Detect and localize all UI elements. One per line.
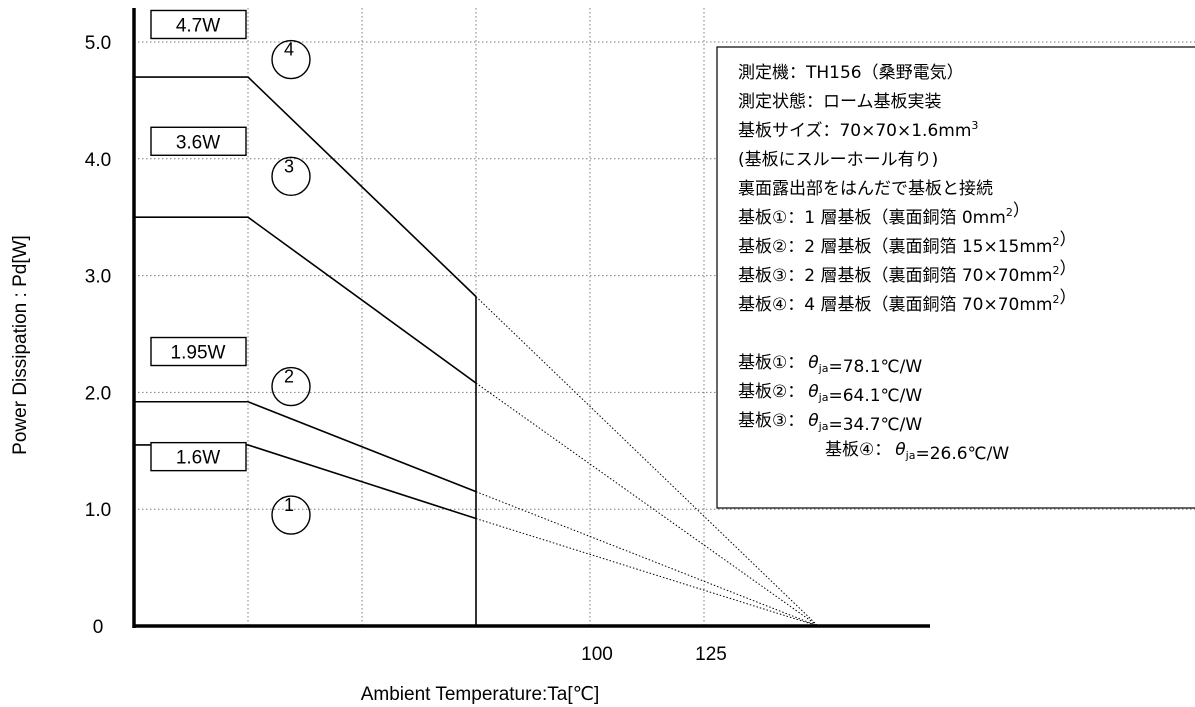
series-s4-name: 4 (284, 40, 294, 60)
note-line-2: 測定状態：ローム基板実装 (738, 92, 942, 112)
tick-labels: 0 1.0 2.0 3.0 4.0 5.0 100 125 (85, 33, 727, 665)
x-axis-label: Ambient Temperature:Ta[℃] (361, 684, 600, 705)
y-tick-1.0: 1.0 (85, 500, 111, 521)
notes-box (716, 46, 1195, 509)
y-tick-5.0: 5.0 (85, 33, 111, 54)
series-s2-rated-label: 1.95W (171, 343, 226, 364)
note-line-14: 基板④： θja=26.6℃/W (825, 440, 1009, 464)
series-s2-rated-box (150, 336, 247, 367)
series-s1-rated-label: 1.6W (176, 448, 220, 469)
y-tick-0: 0 (93, 617, 104, 638)
series-s4-extrapolation (475, 296, 819, 627)
series-s4-rated-box (150, 9, 247, 40)
x-tick-125: 125 (695, 644, 727, 665)
y-tick-4.0: 4.0 (85, 150, 111, 171)
y-tick-2.0: 2.0 (85, 383, 111, 404)
note-line-4: (基板にスルーホール有り) (738, 150, 938, 170)
note-line-7: 基板②：2 層基板（裏面銅箔 15×15mm2） (738, 230, 1077, 257)
series-s4-circle (271, 39, 311, 80)
series-s3-name: 3 (284, 156, 294, 176)
y-tick-3.0: 3.0 (85, 267, 111, 288)
note-line-11: 基板①： θja=78.1℃/W (738, 353, 922, 377)
series-s2-extrapolation (475, 491, 819, 627)
note-line-12: 基板②： θja=64.1℃/W (738, 382, 922, 406)
axes (132, 8, 930, 628)
series-s3-circle (271, 156, 311, 197)
series-s1-rated-box (150, 441, 247, 472)
note-line-13: 基板③： θja=34.7℃/W (738, 411, 922, 435)
series-s3-rated-label: 3.6W (176, 132, 220, 153)
y-axis-label: Power Dissipation : Pd[W] (10, 235, 31, 455)
note-line-3: 基板サイズ：70×70×1.6mm3 (738, 119, 978, 141)
measurement-notes: 測定機：TH156（桑野電気） 測定状態：ローム基板実装基板サイズ：70×70×1… (716, 46, 1195, 509)
series-s1-name: 1 (284, 495, 294, 515)
x-tick-100: 100 (581, 644, 613, 665)
note-line-9: 基板④：4 層基板（裏面銅箔 70×70mm2） (738, 288, 1077, 315)
note-line-8: 基板③：2 層基板（裏面銅箔 70×70mm2） (738, 259, 1077, 286)
series-s1-extrapolation (475, 518, 819, 627)
series-labels: 1.6W 1 1.95W 2 3.6W 3 4.7W 4 (150, 9, 311, 535)
series-s3-rated-box (150, 126, 247, 156)
note-line-1: 測定機：TH156（桑野電気） (738, 63, 964, 83)
note-line-5: 裏面露出部をはんだで基板と接続 (738, 178, 993, 199)
series-s2-circle (271, 366, 311, 407)
series-s4-rated-label: 4.7W (176, 15, 220, 36)
note-line-6: 基板①：1 層基板（裏面銅箔 0mm2） (738, 201, 1030, 228)
series-s1-circle (271, 495, 311, 535)
series-s4-line (134, 76, 477, 298)
series-s3-line (134, 216, 477, 384)
series-s2-line (134, 400, 477, 493)
series-s2-name: 2 (284, 367, 294, 387)
